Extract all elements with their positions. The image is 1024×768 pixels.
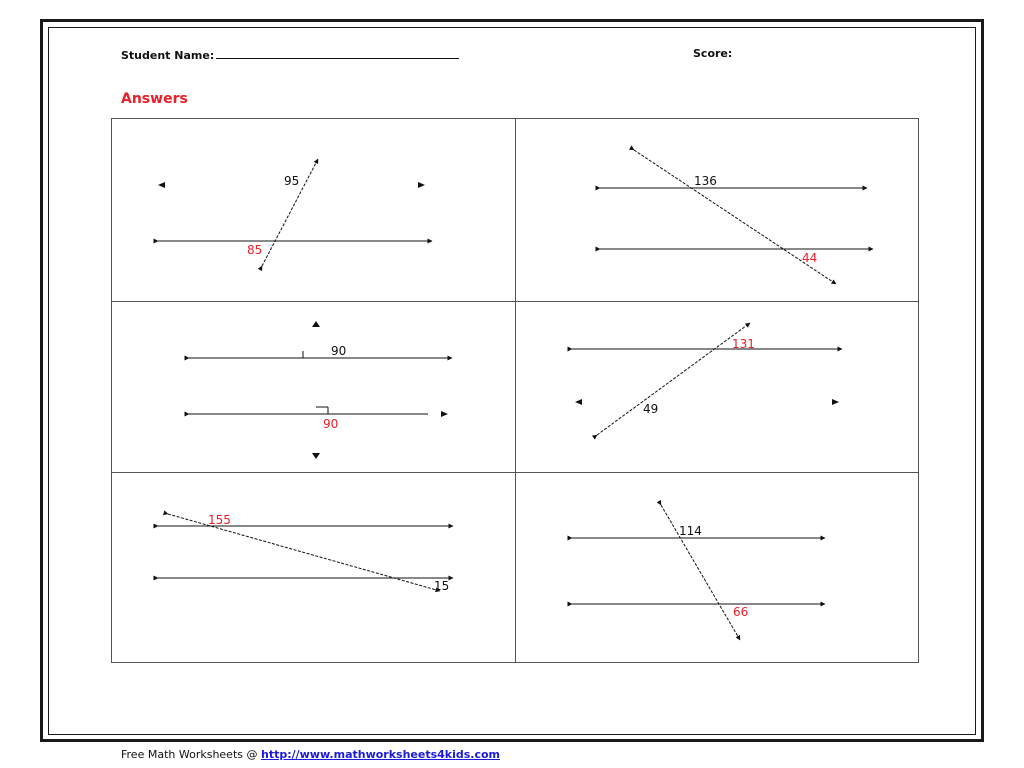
- angle-label: 85: [247, 243, 262, 257]
- footer: Free Math Worksheets @ http://www.mathwo…: [121, 748, 500, 761]
- angle-label: 49: [643, 402, 658, 416]
- footer-prefix: Free Math Worksheets @: [121, 748, 261, 761]
- student-name-blank: [216, 47, 460, 59]
- arrowhead-right: [418, 182, 425, 188]
- angle-label: 95: [284, 174, 299, 188]
- arrowhead-left: [575, 399, 582, 405]
- student-name-label: Student Name:: [121, 49, 215, 62]
- answers-heading: Answers: [121, 91, 188, 107]
- problem-2-diagram: 136 44: [595, 145, 874, 285]
- problem-4-diagram: 131 49: [567, 322, 843, 440]
- arrowhead-down: [312, 453, 320, 459]
- angle-label: 90: [331, 344, 346, 358]
- student-name-field: Student Name:: [121, 47, 460, 62]
- grid-divider-horizontal-1: [112, 301, 918, 302]
- arrowhead-right: [441, 411, 448, 417]
- footer-link[interactable]: http://www.mathworksheets4kids.com: [260, 748, 501, 761]
- angle-label: 44: [802, 251, 817, 265]
- angle-label: 90: [323, 417, 338, 431]
- problem-6-diagram: 114 66: [567, 499, 826, 641]
- angle-label: 155: [208, 513, 231, 527]
- page-border-inner: [48, 27, 976, 735]
- problem-5-diagram: 155 15: [153, 510, 454, 593]
- transversal-line: [591, 322, 751, 440]
- grid-divider-horizontal-2: [112, 472, 918, 473]
- score-label: Score:: [693, 47, 733, 60]
- arrowhead-up: [312, 321, 320, 327]
- angle-label: 136: [694, 174, 717, 188]
- angle-label: 131: [732, 337, 755, 351]
- grid-divider-vertical: [515, 119, 516, 662]
- angle-label: 114: [679, 524, 702, 538]
- angle-label: 15: [434, 579, 449, 593]
- page-border-outer: [40, 19, 984, 742]
- problem-3-diagram: 90 90: [184, 321, 453, 459]
- transversal-line: [162, 510, 441, 593]
- problem-1-diagram: 95 85: [153, 158, 433, 272]
- transversal-line: [656, 499, 741, 641]
- problems-grid: [111, 118, 919, 663]
- arrowhead-right: [832, 399, 839, 405]
- arrowhead-left: [158, 182, 165, 188]
- transversal-line: [257, 158, 319, 272]
- angle-label: 66: [733, 605, 748, 619]
